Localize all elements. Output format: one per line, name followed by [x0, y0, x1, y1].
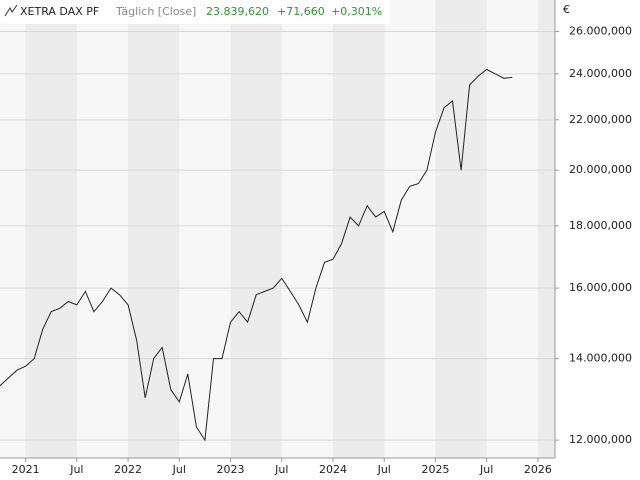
- x-tick-label: 2025: [421, 463, 449, 476]
- y-tick-label: 20.000,000: [569, 163, 632, 176]
- last-value: 23.839,620: [206, 5, 269, 18]
- x-tick-label: Jul: [172, 463, 186, 476]
- x-tick-label: 2022: [114, 463, 142, 476]
- band: [537, 0, 555, 458]
- price-line: [0, 68, 513, 442]
- x-tick-label: 2021: [12, 463, 40, 476]
- title: XETRA DAX PF: [20, 5, 99, 18]
- band: [128, 0, 180, 458]
- x-tick-label: 2024: [319, 463, 347, 476]
- x-tick-label: Jul: [377, 463, 391, 476]
- band: [25, 0, 77, 458]
- band: [333, 0, 385, 458]
- y-unit: €: [563, 3, 570, 16]
- y-tick-label: 16.000,000: [569, 281, 632, 294]
- change-pct: +0,301%: [331, 5, 382, 18]
- y-tick-label: 14.000,000: [569, 352, 632, 365]
- line-icon: [4, 4, 18, 17]
- y-tick-label: 24.000,000: [569, 67, 632, 80]
- y-tick-label: 18.000,000: [569, 219, 632, 232]
- change: +71,660: [277, 5, 325, 18]
- header-box: [0, 0, 390, 24]
- band: [435, 0, 487, 458]
- y-tick-label: 12.000,000: [569, 433, 632, 446]
- x-tick-label: Jul: [479, 463, 493, 476]
- subtitle: Täglich [Close]: [115, 5, 196, 18]
- y-tick-label: 26.000,000: [569, 25, 632, 38]
- y-tick-label: 22.000,000: [569, 113, 632, 126]
- x-tick-label: 2026: [524, 463, 552, 476]
- x-tick-label: 2023: [217, 463, 245, 476]
- x-tick-label: Jul: [69, 463, 83, 476]
- band: [230, 0, 282, 458]
- x-tick-label: Jul: [274, 463, 288, 476]
